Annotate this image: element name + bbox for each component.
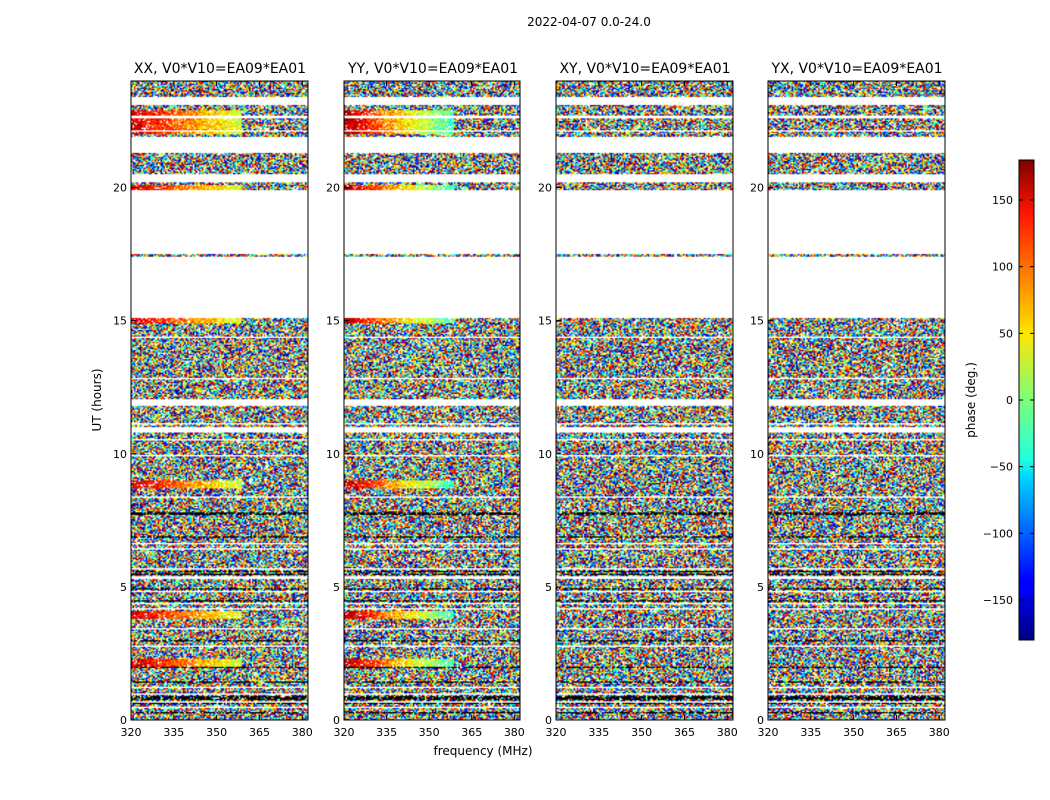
y-tick-label: 20 [326, 182, 340, 195]
x-tick-label: 365 [886, 726, 907, 739]
x-tick-label: 380 [929, 726, 950, 739]
x-tick-label: 380 [292, 726, 313, 739]
x-tick-label: 320 [546, 726, 567, 739]
y-tick-label: 20 [113, 182, 127, 195]
colorbar-tick-label: 0 [1006, 394, 1013, 407]
colorbar-tick-label: 50 [999, 327, 1013, 340]
x-tick-label: 320 [758, 726, 779, 739]
x-tick-label: 335 [163, 726, 184, 739]
x-tick-label: 365 [461, 726, 482, 739]
panel-title-xx: XX, V0*V10=EA09*EA01 [134, 61, 306, 77]
colorbar-tick-label: −150 [983, 594, 1013, 607]
x-tick-label: 365 [674, 726, 695, 739]
phase-image-yy [344, 81, 520, 720]
x-tick-label: 320 [121, 726, 142, 739]
x-tick-label: 365 [249, 726, 270, 739]
colorbar-tick-label: 100 [992, 261, 1013, 274]
suptitle: 2022-04-07 0.0-24.0 [527, 15, 651, 29]
y-tick-label: 5 [757, 581, 764, 594]
y-tick-label: 10 [750, 448, 764, 461]
x-tick-label: 380 [504, 726, 525, 739]
y-tick-label: 15 [750, 315, 764, 328]
y-tick-label: 0 [545, 714, 552, 727]
y-tick-label: 5 [333, 581, 340, 594]
panel-yy: YY, V0*V10=EA09*EA01 320 335 350 365 380 0 5 1… [326, 61, 525, 739]
panel-title-xy: XY, V0*V10=EA09*EA01 [559, 61, 730, 77]
colorbar: 150 100 50 0 −50 −100 −150 phase (deg.) [964, 159, 1035, 641]
panel-title-yy: YY, V0*V10=EA09*EA01 [347, 61, 518, 77]
y-tick-label: 5 [545, 581, 552, 594]
plot-frame-yy [343, 80, 521, 721]
plot-frame-yx [767, 80, 946, 721]
y-tick-label: 20 [750, 182, 764, 195]
y-tick-label: 15 [326, 315, 340, 328]
x-tick-label: 380 [717, 726, 738, 739]
x-tick-label: 320 [334, 726, 355, 739]
panel-xx: XX, V0*V10=EA09*EA01 320 335 350 365 380 0 5 1… [113, 61, 313, 739]
y-tick-label: 0 [120, 714, 127, 727]
x-tick-label: 350 [206, 726, 227, 739]
plot-frame-xy [555, 80, 734, 721]
plot-frame-xx [130, 80, 309, 721]
y-tick-label: 10 [538, 448, 552, 461]
y-tick-label: 0 [333, 714, 340, 727]
x-tick-label: 350 [843, 726, 864, 739]
phase-image-xx [131, 81, 308, 720]
x-tick-label: 335 [376, 726, 397, 739]
colorbar-tick-label: −50 [990, 461, 1013, 474]
x-tick-label: 350 [631, 726, 652, 739]
x-tick-label: 335 [588, 726, 609, 739]
x-tick-label: 350 [419, 726, 440, 739]
x-tick-label: 335 [800, 726, 821, 739]
y-tick-label: 10 [326, 448, 340, 461]
panel-yx: YX, V0*V10=EA09*EA01 320 335 350 365 380 0 5 1… [750, 61, 950, 739]
colorbar-tick-label: −100 [983, 527, 1013, 540]
y-tick-label: 5 [120, 581, 127, 594]
phase-image-xy [556, 81, 733, 720]
panel-xy: XY, V0*V10=EA09*EA01 320 335 350 365 380 0 5 1… [538, 61, 738, 739]
y-axis-label: UT (hours) [90, 368, 104, 431]
y-tick-label: 15 [538, 315, 552, 328]
x-axis-label: frequency (MHz) [433, 744, 532, 758]
panel-title-yx: YX, V0*V10=EA09*EA01 [770, 61, 942, 77]
y-tick-label: 20 [538, 182, 552, 195]
y-tick-label: 10 [113, 448, 127, 461]
colorbar-label: phase (deg.) [964, 362, 978, 438]
y-tick-label: 0 [757, 714, 764, 727]
colorbar-tick-label: 150 [992, 194, 1013, 207]
y-tick-label: 15 [113, 315, 127, 328]
phase-image-yx [768, 81, 945, 720]
